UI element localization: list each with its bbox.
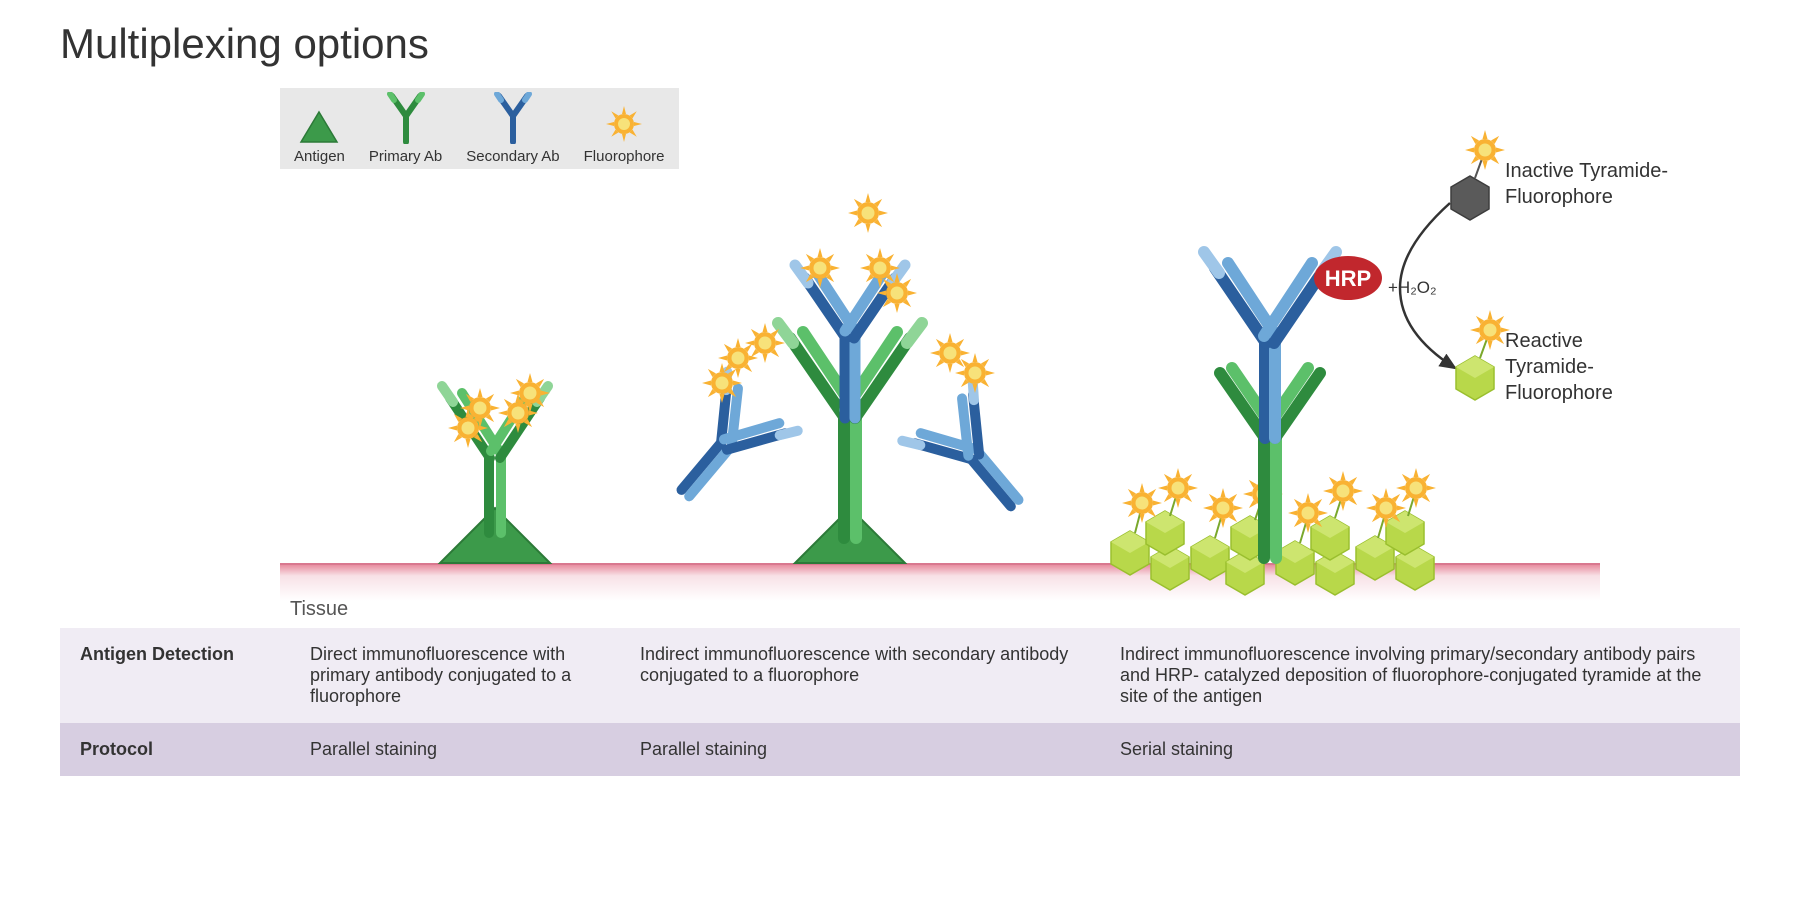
- legend-item-primary-ab: Primary Ab: [369, 96, 442, 165]
- table-row: Antigen Detection Direct immunofluoresce…: [60, 628, 1740, 723]
- table-cell: Serial staining: [1100, 723, 1740, 776]
- antigen-icon: [297, 96, 341, 144]
- h2o2-label: +H₂O₂: [1388, 278, 1437, 297]
- table-cell: Parallel staining: [620, 723, 1100, 776]
- row-header: Antigen Detection: [60, 628, 290, 723]
- row-header: Protocol: [60, 723, 290, 776]
- legend-item-secondary-ab: Secondary Ab: [466, 96, 559, 165]
- legend-label: Antigen: [294, 148, 345, 165]
- secondary-ab-icon: [491, 96, 535, 144]
- tyramide-inactive-icon: [1451, 130, 1505, 220]
- comparison-table: Antigen Detection Direct immunofluoresce…: [60, 628, 1740, 776]
- table-cell: Direct immunofluorescence with primary a…: [290, 628, 620, 723]
- panel-indirect-if: [650, 148, 1050, 568]
- reactive-tyramide-label: Reactive Tyramide-Fluorophore: [1505, 328, 1675, 406]
- page-title: Multiplexing options: [60, 20, 1740, 68]
- legend-item-antigen: Antigen: [294, 96, 345, 165]
- table-cell: Parallel staining: [290, 723, 620, 776]
- legend-label: Secondary Ab: [466, 148, 559, 165]
- table-row: Protocol Parallel staining Parallel stai…: [60, 723, 1740, 776]
- table-cell: Indirect immunofluorescence involving pr…: [1100, 628, 1740, 723]
- tyramide-reactive-icon: [1456, 310, 1510, 400]
- tissue-label: Tissue: [290, 598, 348, 621]
- legend-label: Primary Ab: [369, 148, 442, 165]
- table-cell: Indirect immunofluorescence with seconda…: [620, 628, 1100, 723]
- fluorophore-icon: [602, 96, 646, 144]
- panel-direct-if: [390, 358, 600, 568]
- inactive-tyramide-label: Inactive Tyramide-Fluorophore: [1505, 158, 1675, 210]
- hrp-label: HRP: [1325, 266, 1371, 291]
- legend-box: Antigen Primary Ab: [280, 88, 679, 169]
- diagram-figure: Antigen Primary Ab: [280, 88, 1600, 628]
- primary-ab-icon: [384, 96, 428, 144]
